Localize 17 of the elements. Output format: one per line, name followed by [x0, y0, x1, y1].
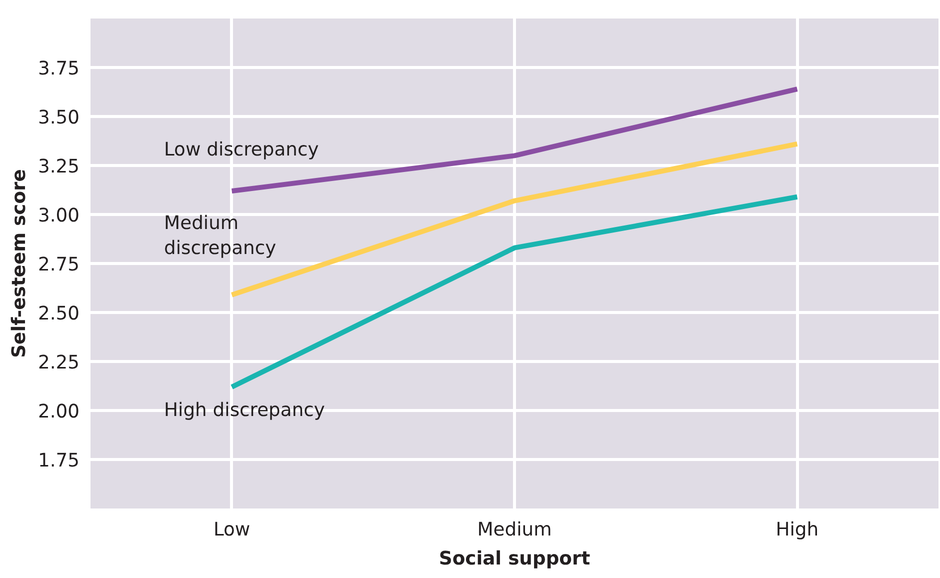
y-tick-label: 2.00	[38, 402, 80, 422]
series-label: Medium discrepancy	[164, 212, 276, 260]
x-tick-label: Low	[213, 520, 250, 540]
series-label: Low discrepancy	[164, 139, 319, 160]
series-label: High discrepancy	[164, 400, 325, 421]
y-tick-label: 2.50	[38, 304, 80, 324]
y-tick-label: 3.00	[38, 206, 80, 226]
y-tick-label: 3.75	[38, 58, 80, 80]
y-tick-label: 2.25	[38, 352, 80, 374]
x-axis-title: Social support	[438, 548, 590, 570]
x-tick-label: Medium	[477, 520, 552, 540]
x-tick-label: High	[776, 520, 819, 540]
y-tick-label: 1.75	[38, 450, 80, 472]
y-axis-title: Self-esteem score	[8, 169, 30, 358]
y-tick-label: 3.25	[38, 156, 80, 178]
y-tick-label: 3.50	[38, 108, 80, 128]
y-tick-label: 2.75	[38, 254, 80, 276]
